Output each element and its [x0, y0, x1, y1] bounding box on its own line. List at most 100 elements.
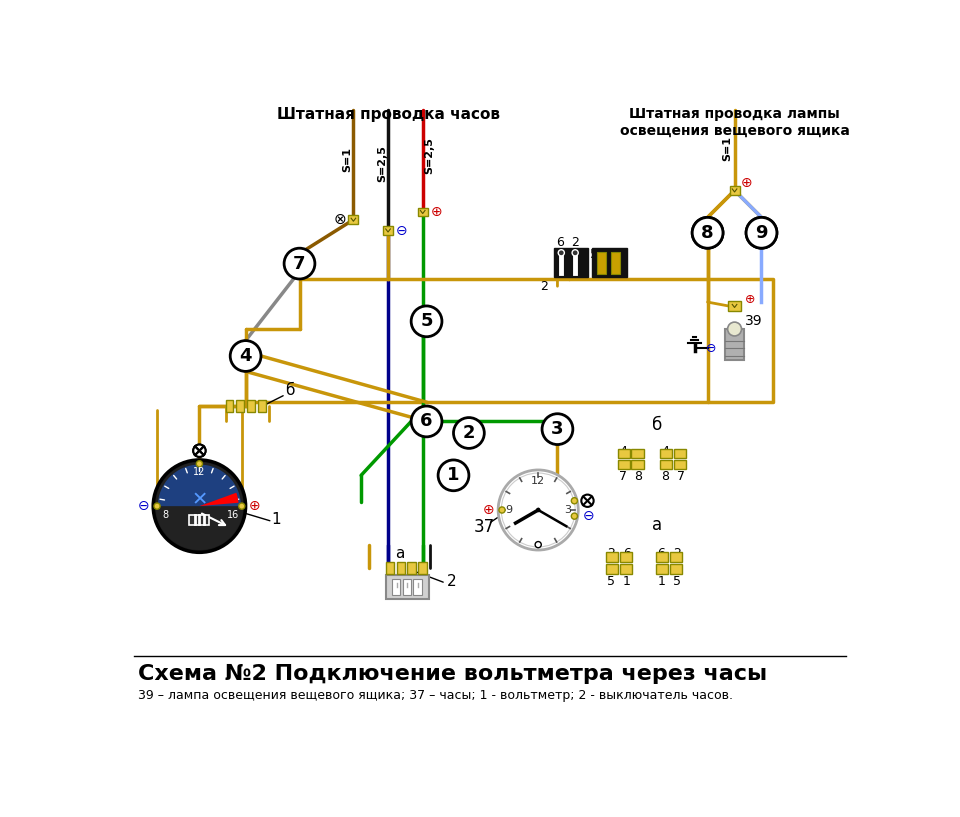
Circle shape — [154, 503, 160, 509]
Circle shape — [156, 462, 243, 550]
Text: 5: 5 — [608, 575, 615, 588]
Circle shape — [692, 217, 723, 248]
Text: ⊖: ⊖ — [138, 499, 150, 513]
Circle shape — [728, 322, 741, 336]
Text: 5: 5 — [590, 248, 598, 261]
Text: 2: 2 — [463, 424, 475, 442]
Bar — [554, 248, 588, 278]
Text: 1: 1 — [658, 575, 665, 588]
Circle shape — [535, 542, 541, 547]
Text: 9: 9 — [756, 224, 768, 242]
Text: ⊕: ⊕ — [249, 499, 261, 513]
Bar — [632, 449, 644, 458]
Text: 6: 6 — [623, 547, 631, 560]
Bar — [597, 252, 606, 274]
Bar — [670, 564, 683, 574]
Text: 8: 8 — [702, 224, 714, 242]
Text: ✕: ✕ — [191, 490, 207, 510]
Circle shape — [154, 460, 246, 552]
Text: 39 – лампа освещения вещевого ящика; 37 – часы; 1 - вольтметр; 2 - выключатель ч: 39 – лампа освещения вещевого ящика; 37 … — [138, 690, 732, 703]
Text: ⊕: ⊕ — [741, 176, 753, 190]
Circle shape — [501, 473, 575, 547]
Text: Штатная проводка часов: Штатная проводка часов — [276, 107, 499, 123]
Bar — [396, 561, 405, 574]
Bar — [660, 449, 672, 458]
Text: S=1: S=1 — [342, 147, 352, 172]
Text: 12: 12 — [531, 475, 545, 486]
Bar — [247, 400, 254, 413]
Bar — [730, 186, 739, 194]
Circle shape — [499, 507, 505, 513]
Circle shape — [571, 498, 578, 504]
Circle shape — [571, 513, 578, 520]
Bar — [660, 460, 672, 469]
Circle shape — [193, 444, 205, 457]
Bar — [606, 552, 618, 562]
Text: 7: 7 — [293, 255, 305, 273]
Text: 8: 8 — [661, 470, 669, 483]
Text: 6: 6 — [658, 547, 665, 560]
Text: 39: 39 — [745, 315, 762, 328]
Circle shape — [582, 494, 593, 507]
Circle shape — [498, 470, 578, 550]
Bar — [632, 460, 644, 469]
Bar — [189, 515, 209, 525]
Bar — [418, 561, 426, 574]
Text: S=1: S=1 — [723, 136, 732, 161]
Circle shape — [558, 250, 564, 256]
Text: ⊕: ⊕ — [431, 205, 443, 219]
Circle shape — [746, 217, 777, 248]
Bar — [418, 208, 428, 217]
Bar — [656, 564, 668, 574]
Text: 5: 5 — [420, 312, 433, 330]
Text: 4: 4 — [619, 445, 627, 458]
Circle shape — [284, 248, 315, 279]
Bar — [414, 579, 422, 595]
Bar — [620, 564, 632, 574]
Bar — [407, 561, 416, 574]
Bar — [674, 449, 686, 458]
Bar — [386, 575, 429, 599]
Text: ⊗: ⊗ — [333, 212, 346, 227]
Bar — [656, 552, 668, 562]
Bar — [402, 579, 411, 595]
Circle shape — [411, 306, 442, 337]
Text: 8: 8 — [635, 470, 642, 483]
Text: 7: 7 — [677, 470, 684, 483]
Text: 1: 1 — [623, 575, 631, 588]
Text: а: а — [653, 516, 662, 534]
Bar — [670, 552, 683, 562]
Bar — [728, 301, 741, 310]
Text: 8: 8 — [162, 511, 169, 520]
Text: 1: 1 — [447, 467, 460, 484]
Bar — [592, 248, 627, 278]
Text: ⊕: ⊕ — [745, 293, 756, 306]
Text: ⊖: ⊖ — [583, 509, 594, 523]
Text: ⊖: ⊖ — [396, 224, 408, 238]
Text: 2: 2 — [540, 280, 548, 293]
Wedge shape — [200, 493, 238, 507]
Circle shape — [411, 406, 442, 437]
Circle shape — [536, 507, 540, 512]
Text: 5: 5 — [673, 575, 681, 588]
Bar — [611, 252, 620, 274]
Text: Схема №2 Подключение вольтметра через часы: Схема №2 Подключение вольтметра через ча… — [138, 664, 767, 684]
Circle shape — [230, 341, 261, 372]
Text: 12: 12 — [193, 467, 205, 477]
Text: б: б — [653, 417, 662, 435]
Circle shape — [453, 417, 484, 449]
Text: 2: 2 — [571, 235, 579, 248]
Text: 16: 16 — [228, 511, 239, 520]
Circle shape — [542, 413, 573, 444]
Circle shape — [438, 460, 468, 491]
Bar — [226, 400, 233, 413]
Text: 2: 2 — [608, 547, 615, 560]
Text: Штатная проводка лампы
освещения вещевого ящика: Штатная проводка лампы освещения вещевог… — [619, 107, 850, 137]
Text: ⊖: ⊖ — [707, 342, 717, 355]
Text: ⊕: ⊕ — [482, 503, 494, 517]
Text: 4: 4 — [239, 347, 252, 365]
Circle shape — [746, 217, 777, 248]
Text: а: а — [395, 547, 404, 561]
Text: S=2,5: S=2,5 — [424, 137, 434, 174]
Bar — [258, 400, 266, 413]
